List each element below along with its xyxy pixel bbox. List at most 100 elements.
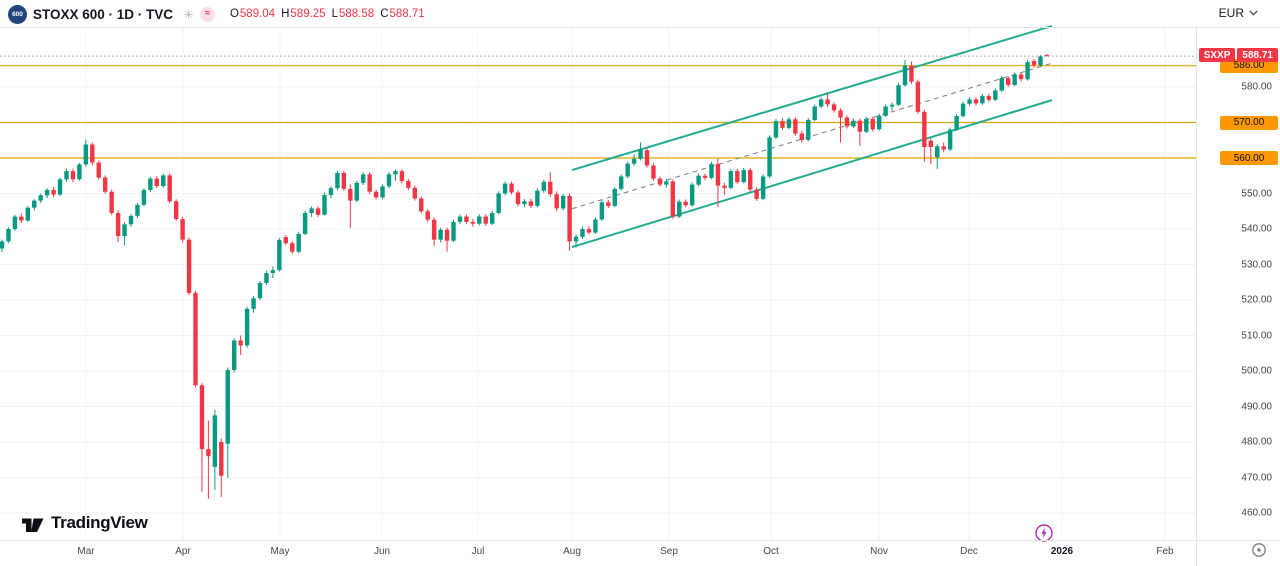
candle-body <box>915 81 921 112</box>
open-value: 589.04 <box>239 8 276 20</box>
candle-body <box>419 198 424 212</box>
candle-body <box>696 175 701 185</box>
candle-body <box>560 195 566 209</box>
channel-lower-line[interactable] <box>571 99 1053 249</box>
candle-body <box>193 292 198 386</box>
candle-body <box>19 216 24 221</box>
candle-body <box>735 171 740 183</box>
candle-body <box>109 191 114 214</box>
candle-body <box>522 201 527 205</box>
candle-body <box>960 103 966 117</box>
candle-body <box>309 208 314 214</box>
candle-body <box>167 175 172 202</box>
candle-body <box>619 176 624 189</box>
candle-body <box>728 171 734 188</box>
low-label: L <box>331 8 338 20</box>
candle-body <box>277 240 282 271</box>
candle-body <box>715 164 721 186</box>
candle-body <box>902 65 908 86</box>
candle-body <box>25 207 30 221</box>
candle-body <box>367 174 372 192</box>
candle-body <box>793 119 798 134</box>
candle-body <box>438 229 443 240</box>
candle-body <box>586 229 592 233</box>
candle-body <box>361 174 366 183</box>
candle-body <box>32 200 37 208</box>
candle-body <box>457 216 463 222</box>
candle-body <box>477 216 482 224</box>
time-tick-label: May <box>270 546 290 557</box>
chevron-down-icon <box>1249 10 1258 16</box>
candle-body <box>651 165 656 179</box>
candle-body <box>135 204 140 216</box>
candle-body <box>490 213 495 224</box>
candle-body <box>44 189 50 196</box>
candle-body <box>909 65 914 82</box>
price-line-badge: 570.00 <box>1220 115 1278 130</box>
candle-body <box>509 183 514 193</box>
channel-upper-line[interactable] <box>571 24 1053 172</box>
candle-body <box>896 85 901 105</box>
candle-body <box>12 216 18 229</box>
candle-body <box>1038 56 1043 66</box>
candle-body <box>348 188 353 201</box>
candle-body <box>980 95 985 104</box>
candle-body <box>6 229 11 242</box>
close-value: 588.71 <box>389 8 425 20</box>
time-axis[interactable]: Mar Apr May Jun Jul Aug Sep Oct Nov Dec 2026 Feb <box>0 540 1280 566</box>
currency-selector[interactable]: EUR <box>1219 6 1258 20</box>
candle-body <box>889 104 895 107</box>
price-tick-label: 540.00 <box>1241 223 1272 235</box>
price-tick-label: 460.00 <box>1241 507 1272 519</box>
candle-body <box>173 201 179 220</box>
candle-body <box>515 192 521 205</box>
candle-body <box>115 213 121 237</box>
candle-body <box>857 120 863 132</box>
candle-body <box>257 282 263 299</box>
candle-body <box>760 176 766 199</box>
market-holiday-snowflake-icon: ✳ <box>183 6 194 22</box>
candle-body <box>806 120 811 140</box>
candle-body <box>1012 74 1017 85</box>
price-tick-label: 520.00 <box>1241 294 1272 306</box>
candle-body <box>219 442 224 476</box>
candle-body <box>928 140 933 147</box>
candle-body <box>528 201 534 206</box>
candle-body <box>573 236 579 242</box>
time-tick-label: Mar <box>77 546 95 557</box>
candle-body <box>838 110 843 118</box>
tradingview-logo[interactable]: TradingView <box>22 513 148 533</box>
channel-midline <box>571 62 1053 210</box>
candle-body <box>580 229 585 237</box>
candle-body <box>141 189 147 205</box>
candle-body <box>870 118 875 130</box>
ohlc-values: O 589.04 H 589.25 L 588.58 C 588.71 <box>230 8 425 20</box>
candle-body <box>206 449 211 457</box>
candle-body <box>612 188 617 206</box>
symbol-title[interactable]: STOXX 600 · 1D · TVC <box>33 6 174 22</box>
time-tick-label: 2026 <box>1050 546 1074 557</box>
candle-body <box>406 181 411 188</box>
candle-body <box>722 185 727 188</box>
candle-body <box>296 233 301 252</box>
axis-settings-icon[interactable] <box>1250 541 1268 559</box>
time-tick-label: Aug <box>563 546 581 557</box>
candle-body <box>935 146 940 158</box>
price-axis[interactable]: SXXP 588.71 586.00 580.00 570.00 560.00 550.… <box>1196 28 1280 540</box>
candle-body <box>393 171 398 175</box>
candle-body <box>232 340 237 370</box>
tradingview-mark-icon <box>22 518 44 532</box>
price-line-badge: 586.00 <box>1220 58 1278 73</box>
candle-body <box>973 99 979 104</box>
time-tick-label: Apr <box>175 546 191 557</box>
candle-body <box>161 175 166 187</box>
candle-body <box>767 137 772 177</box>
candle-body <box>941 146 946 150</box>
candle-body <box>180 219 185 240</box>
price-tick-label: 510.00 <box>1241 330 1272 341</box>
candle-body <box>70 171 76 180</box>
candle-body <box>818 99 824 107</box>
candle-body <box>644 150 650 166</box>
